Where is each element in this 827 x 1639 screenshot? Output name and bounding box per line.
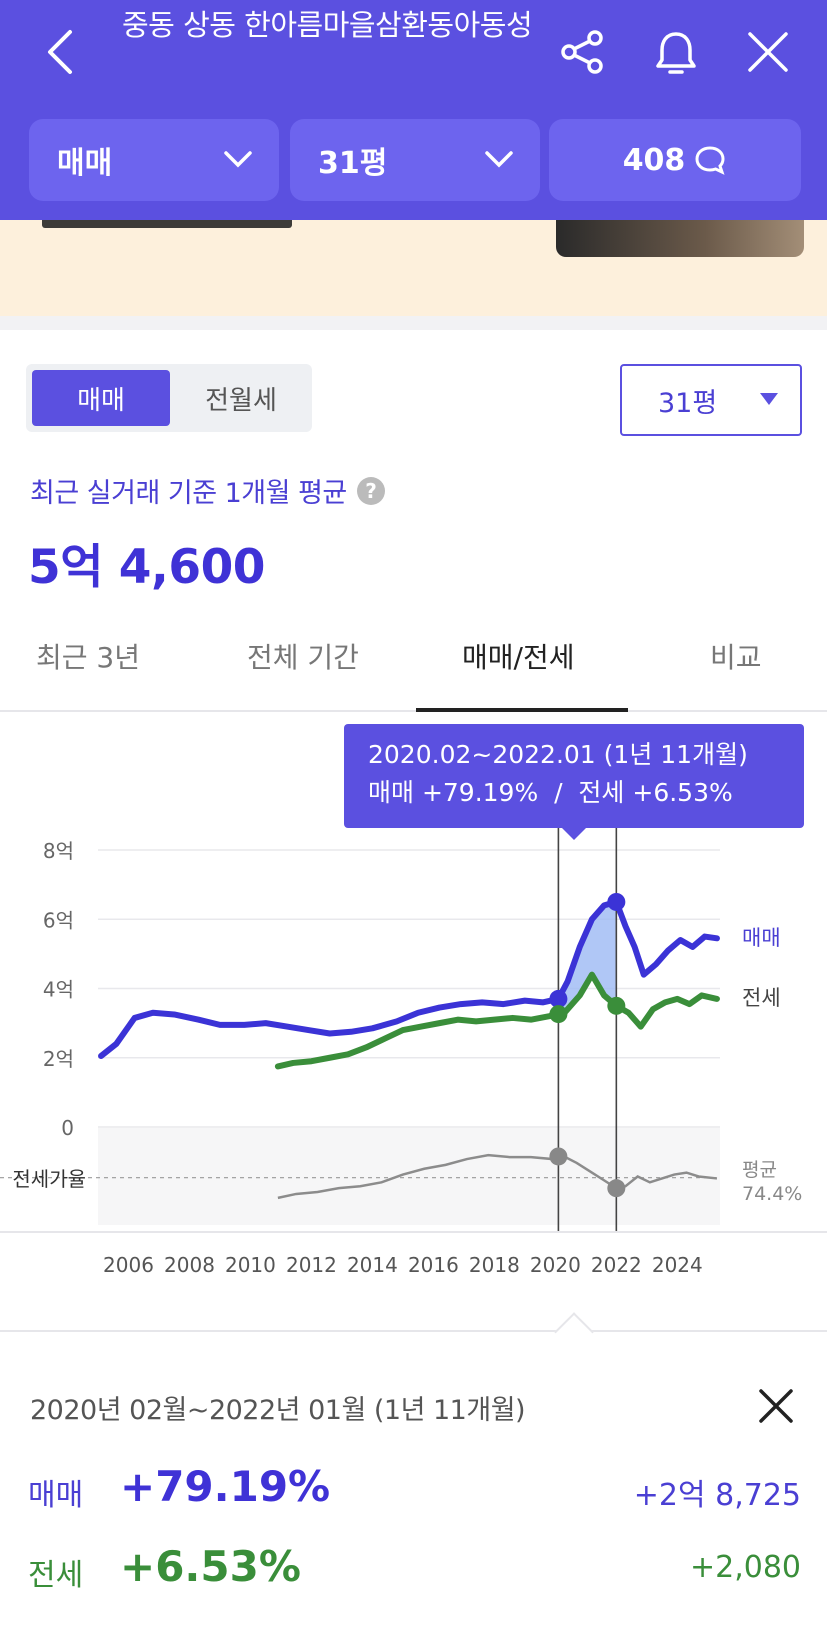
tab-compare[interactable]: 비교 [710, 641, 762, 674]
page-title: 중동 상동 한아름마을삼환동아동성 [122, 8, 533, 42]
y-tick-label: 2억 [43, 1047, 74, 1071]
legend-sale: 매매 [742, 926, 781, 950]
banner-text-fragment [42, 220, 292, 228]
y-tick-label: 4억 [43, 978, 74, 1002]
chevron-down-icon [224, 151, 252, 168]
tooltip-period: 2020.02~2022.01 (1년 11개월) [368, 740, 748, 769]
ratio-marker [549, 1147, 568, 1166]
area-label: 31평 [318, 146, 388, 181]
rent-marker [549, 1005, 568, 1024]
detail-sale-pct: +79.19% [120, 1462, 331, 1511]
rent-series-line [274, 971, 720, 1070]
x-tick-label: 2016 [408, 1253, 459, 1277]
x-tick-label: 2014 [347, 1253, 398, 1277]
sale-marker [549, 989, 568, 1008]
x-tick-label: 2010 [225, 1253, 276, 1277]
toggle-sale[interactable]: 매매 [32, 370, 170, 426]
detail-period: 2020년 02월~2022년 01월 (1년 11개월) [30, 1395, 526, 1426]
bell-icon[interactable] [650, 26, 702, 78]
trade-type-label: 매매 [57, 146, 113, 181]
detail-sale-label: 매매 [28, 1478, 84, 1513]
close-icon[interactable] [756, 1386, 796, 1426]
tab-active-indicator [416, 708, 628, 712]
average-price: 5억 4,600 [28, 540, 265, 595]
close-icon[interactable] [742, 26, 794, 78]
size-select[interactable]: 31평 [620, 364, 802, 436]
area-dropdown[interactable]: 31평 [290, 119, 540, 201]
price-chart[interactable]: 0 2억 4억 6억 8억 2006 2008 2010 2012 2014 2016 2018 202… [0, 712, 827, 1292]
tooltip-summary: 매매 +79.19% / 전세 +6.53% [368, 778, 733, 807]
size-select-value: 31평 [658, 387, 718, 419]
detail-sale-amount: +2억 8,725 [633, 1478, 801, 1513]
average-label: 최근 실거래 기준 1개월 평균 ? [30, 471, 385, 510]
banner-image [556, 220, 804, 257]
comment-count: 408 [622, 142, 686, 178]
x-tick-label: 2012 [286, 1253, 337, 1277]
app-header: 중동 상동 한아름마을삼환동아동성 매매 31평 408 [0, 0, 827, 220]
trade-type-dropdown[interactable]: 매매 [29, 119, 279, 201]
detail-rent-amount: +2,080 [689, 1550, 801, 1585]
detail-notch [554, 1312, 594, 1352]
chevron-down-icon [485, 151, 513, 168]
tab-sale-rent[interactable]: 매매/전세 [462, 641, 575, 674]
section-divider [0, 316, 827, 330]
promo-banner[interactable] [0, 220, 827, 316]
back-icon[interactable] [40, 24, 84, 80]
tab-recent-3y[interactable]: 최근 3년 [36, 641, 140, 674]
tab-all-period[interactable]: 전체 기간 [247, 641, 359, 674]
help-icon[interactable]: ? [356, 476, 385, 505]
ratio-label: 전세가율 [12, 1167, 86, 1191]
average-label-text: 최근 실거래 기준 1개월 평균 [30, 478, 347, 509]
x-tick-label: 2006 [103, 1253, 154, 1277]
selection-tooltip: 2020.02~2022.01 (1년 11개월) 매매 +79.19% / 전… [344, 724, 804, 840]
x-tick-label: 2008 [164, 1253, 215, 1277]
comments-button[interactable]: 408 [549, 119, 801, 201]
ratio-marker [607, 1179, 626, 1198]
tooltip-tail [562, 828, 586, 840]
period-tabs: 최근 3년 전체 기간 매매/전세 비교 [0, 620, 827, 712]
detail-rent-pct: +6.53% [120, 1542, 301, 1591]
legend-rent: 전세 [742, 986, 781, 1010]
trade-toggle: 매매 전월세 [26, 364, 312, 432]
share-icon[interactable] [557, 26, 609, 78]
toggle-rent[interactable]: 전월세 [205, 385, 277, 416]
ratio-panel [98, 1128, 720, 1225]
x-tick-label: 2020 [530, 1253, 581, 1277]
detail-divider [0, 1330, 827, 1332]
y-tick-label: 8억 [43, 839, 74, 863]
x-tick-label: 2018 [469, 1253, 520, 1277]
ratio-avg-label: 평균 [742, 1159, 777, 1181]
x-tick-label: 2024 [652, 1253, 703, 1277]
y-tick-label: 0 [61, 1116, 74, 1140]
triangle-down-icon [760, 393, 778, 405]
detail-rent-label: 전세 [28, 1558, 84, 1593]
sale-series-line [98, 898, 720, 1060]
chat-bubble-icon [695, 146, 725, 175]
sale-marker [607, 892, 626, 911]
ratio-avg-value: 74.4% [742, 1183, 802, 1205]
x-tick-label: 2022 [591, 1253, 642, 1277]
rent-marker [607, 996, 626, 1015]
y-tick-label: 6억 [43, 908, 74, 932]
